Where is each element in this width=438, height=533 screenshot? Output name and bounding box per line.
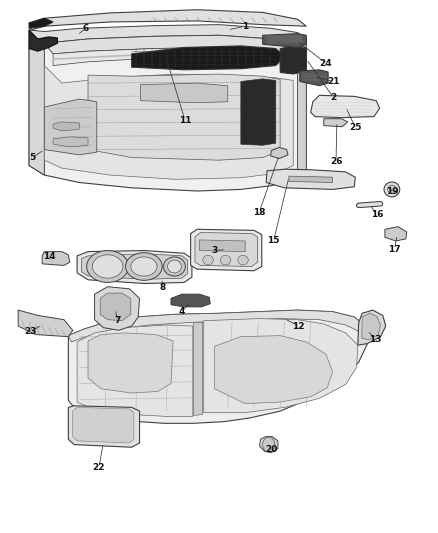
Text: 18: 18 <box>253 208 265 217</box>
Text: 3: 3 <box>212 246 218 255</box>
Polygon shape <box>68 310 367 423</box>
Ellipse shape <box>92 255 123 278</box>
Polygon shape <box>29 43 44 175</box>
Polygon shape <box>289 176 332 182</box>
Ellipse shape <box>388 185 396 193</box>
Polygon shape <box>73 407 134 443</box>
Ellipse shape <box>263 437 275 452</box>
Polygon shape <box>358 310 386 345</box>
Text: 7: 7 <box>114 316 121 325</box>
Text: 26: 26 <box>330 157 342 166</box>
Text: 22: 22 <box>93 463 105 472</box>
Text: 5: 5 <box>29 153 35 162</box>
Text: 19: 19 <box>385 187 398 196</box>
Polygon shape <box>53 47 210 66</box>
Polygon shape <box>195 232 258 266</box>
Text: 17: 17 <box>388 245 401 254</box>
Ellipse shape <box>126 253 162 280</box>
Polygon shape <box>29 30 57 51</box>
Polygon shape <box>29 18 53 28</box>
Polygon shape <box>29 35 306 191</box>
Polygon shape <box>171 294 210 307</box>
Text: 14: 14 <box>43 253 56 261</box>
Text: 23: 23 <box>24 327 37 336</box>
Polygon shape <box>44 99 97 155</box>
Polygon shape <box>68 406 140 447</box>
Polygon shape <box>29 10 306 30</box>
Polygon shape <box>81 254 187 279</box>
Polygon shape <box>241 79 276 146</box>
Polygon shape <box>88 74 280 160</box>
Polygon shape <box>191 229 262 271</box>
Polygon shape <box>311 95 380 118</box>
Polygon shape <box>100 293 131 321</box>
Text: 11: 11 <box>179 116 191 125</box>
Ellipse shape <box>220 255 231 265</box>
Text: 1: 1 <box>242 22 248 31</box>
Text: 6: 6 <box>83 24 89 33</box>
Text: 24: 24 <box>320 59 332 68</box>
Polygon shape <box>324 119 348 127</box>
Polygon shape <box>53 122 79 131</box>
Polygon shape <box>293 49 306 181</box>
Ellipse shape <box>203 255 213 265</box>
Polygon shape <box>271 148 288 159</box>
Polygon shape <box>77 251 192 284</box>
Text: 8: 8 <box>159 283 166 292</box>
Polygon shape <box>193 322 201 415</box>
Ellipse shape <box>238 255 248 265</box>
Polygon shape <box>95 287 140 330</box>
Polygon shape <box>263 34 306 47</box>
Polygon shape <box>44 35 306 54</box>
Polygon shape <box>215 336 332 403</box>
Polygon shape <box>18 310 73 337</box>
Polygon shape <box>260 437 278 453</box>
Text: 20: 20 <box>265 446 278 455</box>
Text: 16: 16 <box>371 210 383 219</box>
Text: 21: 21 <box>327 77 339 86</box>
Text: 25: 25 <box>349 123 361 132</box>
Polygon shape <box>53 137 88 147</box>
Polygon shape <box>77 325 193 416</box>
Ellipse shape <box>131 257 157 276</box>
Polygon shape <box>29 25 306 49</box>
Ellipse shape <box>167 260 181 273</box>
Polygon shape <box>266 169 355 189</box>
Polygon shape <box>132 46 285 70</box>
Polygon shape <box>199 240 245 252</box>
Polygon shape <box>44 66 293 179</box>
Polygon shape <box>42 252 70 265</box>
Ellipse shape <box>384 182 400 197</box>
Polygon shape <box>280 46 306 74</box>
Text: 13: 13 <box>369 335 381 344</box>
Polygon shape <box>141 83 228 103</box>
Polygon shape <box>88 333 173 393</box>
Ellipse shape <box>87 251 129 282</box>
Ellipse shape <box>163 257 185 276</box>
Polygon shape <box>204 319 358 413</box>
Polygon shape <box>385 227 407 241</box>
Text: 2: 2 <box>330 93 336 102</box>
Text: 12: 12 <box>292 321 305 330</box>
Polygon shape <box>362 313 381 340</box>
Text: 4: 4 <box>179 307 185 316</box>
Text: 15: 15 <box>267 237 280 246</box>
Polygon shape <box>68 310 365 342</box>
Polygon shape <box>300 70 328 86</box>
